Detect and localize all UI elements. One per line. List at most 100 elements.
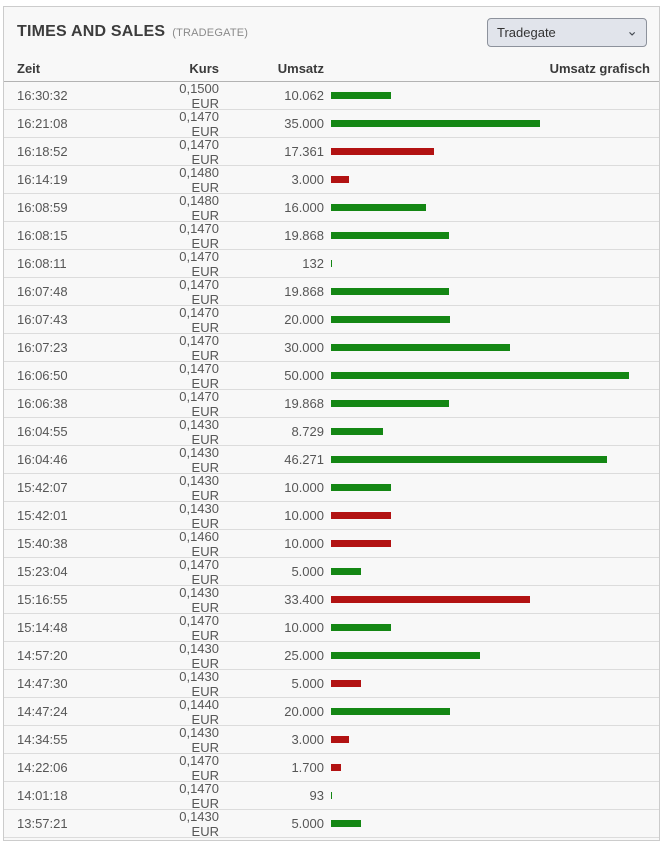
trade-price: 0,1430 EUR: [179, 724, 219, 755]
trade-volume: 19.868: [284, 228, 324, 243]
trade-price: 0,1470 EUR: [179, 108, 219, 139]
table-row: 16:04:46 0,1430 EUR 46.271: [4, 444, 659, 475]
volume-bar: [331, 456, 607, 463]
trade-price: 0,1430 EUR: [179, 444, 219, 475]
volume-bar: [331, 344, 510, 351]
table-row: 16:06:50 0,1470 EUR 50.000: [4, 360, 659, 391]
volume-bar: [331, 288, 449, 295]
trade-volume: 5.000: [291, 564, 324, 579]
volume-bar-track: [331, 736, 659, 743]
trade-price: 0,1430 EUR: [179, 416, 219, 447]
volume-bar-track: [331, 120, 659, 127]
trade-volume: 132: [302, 256, 324, 271]
trade-price: 0,1430 EUR: [179, 808, 219, 839]
trade-time: 16:18:52: [17, 144, 68, 159]
trade-price: 0,1470 EUR: [179, 752, 219, 783]
volume-bar: [331, 260, 332, 267]
volume-bar: [331, 708, 450, 715]
trades-table-body: 16:30:32 0,1500 EUR 10.062 16:21:08 0,14…: [4, 81, 659, 839]
column-header-kurs: Kurs: [189, 60, 219, 76]
volume-bar-track: [331, 372, 659, 379]
table-row: 16:07:43 0,1470 EUR 20.000: [4, 305, 659, 335]
trade-price: 0,1430 EUR: [179, 500, 219, 531]
trade-volume: 25.000: [284, 648, 324, 663]
table-row: 14:57:20 0,1430 EUR 25.000: [4, 640, 659, 671]
trade-volume: 3.000: [291, 172, 324, 187]
trade-price: 0,1430 EUR: [179, 668, 219, 699]
volume-bar: [331, 568, 361, 575]
widget-header: TIMES AND SALES (TRADEGATE) Tradegate ⌄: [4, 7, 659, 55]
trade-time: 16:04:46: [17, 452, 68, 467]
volume-bar: [331, 232, 449, 239]
volume-bar-track: [331, 288, 659, 295]
trade-time: 16:07:23: [17, 340, 68, 355]
volume-bar: [331, 120, 540, 127]
volume-bar: [331, 148, 434, 155]
trade-time: 15:42:07: [17, 480, 68, 495]
volume-bar-track: [331, 764, 659, 771]
table-row: 16:08:15 0,1470 EUR 19.868: [4, 220, 659, 251]
trade-time: 16:08:15: [17, 228, 68, 243]
table-row: 14:47:30 0,1430 EUR 5.000: [4, 668, 659, 699]
table-row: 16:30:32 0,1500 EUR 10.062: [4, 81, 659, 111]
trade-time: 16:07:43: [17, 312, 68, 327]
volume-bar: [331, 204, 426, 211]
column-header-zeit: Zeit: [17, 60, 41, 76]
trade-volume: 3.000: [291, 732, 324, 747]
trade-price: 0,1470 EUR: [179, 780, 219, 811]
table-row: 16:18:52 0,1470 EUR 17.361: [4, 137, 659, 167]
table-row: 15:42:07 0,1430 EUR 10.000: [4, 472, 659, 503]
trade-time: 14:47:24: [17, 704, 68, 719]
volume-bar-track: [331, 148, 659, 155]
trade-time: 16:14:19: [17, 172, 68, 187]
trade-volume: 16.000: [284, 200, 324, 215]
trade-time: 15:14:48: [17, 620, 68, 635]
trade-time: 15:16:55: [17, 592, 68, 607]
trade-price: 0,1470 EUR: [179, 360, 219, 391]
trade-price: 0,1480 EUR: [179, 192, 219, 223]
trade-volume: 8.729: [291, 424, 324, 439]
volume-bar-track: [331, 92, 659, 99]
trade-price: 0,1430 EUR: [179, 640, 219, 671]
trade-price: 0,1470 EUR: [179, 220, 219, 251]
volume-bar: [331, 596, 530, 603]
table-row: 14:22:06 0,1470 EUR 1.700: [4, 752, 659, 783]
trade-volume: 30.000: [284, 340, 324, 355]
trade-time: 15:40:38: [17, 536, 68, 551]
trade-price: 0,1430 EUR: [179, 472, 219, 503]
trade-time: 16:07:48: [17, 284, 68, 299]
exchange-select-wrap: Tradegate ⌄: [487, 17, 647, 47]
volume-bar: [331, 176, 349, 183]
trade-time: 14:47:30: [17, 676, 68, 691]
trade-volume: 20.000: [284, 312, 324, 327]
trade-price: 0,1470 EUR: [179, 248, 219, 279]
volume-bar: [331, 680, 361, 687]
table-row: 14:01:18 0,1470 EUR 93: [4, 780, 659, 811]
trade-price: 0,1470 EUR: [179, 388, 219, 419]
trade-volume: 10.000: [284, 620, 324, 635]
volume-bar: [331, 792, 332, 799]
volume-bar-track: [331, 540, 659, 547]
volume-bar: [331, 316, 450, 323]
volume-bar: [331, 540, 391, 547]
trade-volume: 17.361: [284, 144, 324, 159]
table-row: 16:08:59 0,1480 EUR 16.000: [4, 192, 659, 223]
table-row: 15:42:01 0,1430 EUR 10.000: [4, 500, 659, 531]
volume-bar: [331, 820, 361, 827]
trade-time: 16:04:55: [17, 424, 68, 439]
trade-time: 16:08:11: [17, 256, 67, 271]
volume-bar: [331, 764, 341, 771]
trade-volume: 10.000: [284, 536, 324, 551]
table-row: 16:04:55 0,1430 EUR 8.729: [4, 416, 659, 447]
column-header-umsatz: Umsatz: [277, 60, 324, 76]
volume-bar: [331, 512, 391, 519]
exchange-select[interactable]: Tradegate: [487, 17, 647, 47]
trade-volume: 19.868: [284, 284, 324, 299]
trade-time: 16:21:08: [17, 116, 68, 131]
volume-bar: [331, 92, 391, 99]
trade-time: 16:08:59: [17, 200, 68, 215]
table-row: 14:47:24 0,1440 EUR 20.000: [4, 697, 659, 727]
table-row: 15:40:38 0,1460 EUR 10.000: [4, 529, 659, 559]
table-row: 16:07:48 0,1470 EUR 19.868: [4, 277, 659, 307]
